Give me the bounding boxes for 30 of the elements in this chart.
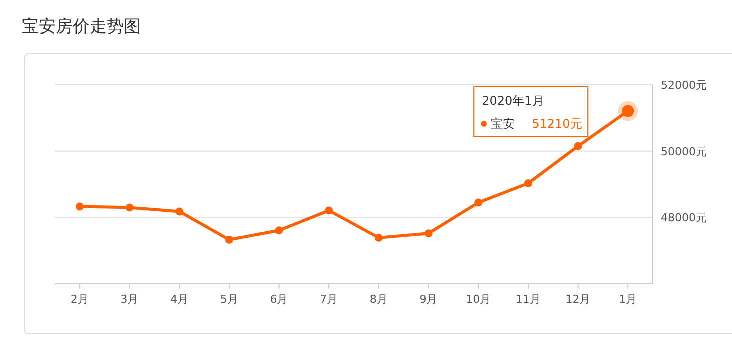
x-tick-label: 7月: [320, 293, 338, 306]
y-tick-label: 52000元: [661, 79, 707, 92]
legend-label: 宝安: [491, 117, 516, 131]
chart-title: 宝安房价走势图: [22, 17, 141, 37]
point: [275, 226, 284, 235]
point: [374, 234, 383, 242]
x-tick-label: 9月: [420, 293, 438, 306]
annotation: 51210元: [532, 117, 582, 131]
x-tick-label: 2月: [70, 293, 89, 306]
x-tick-label: 11月: [516, 293, 541, 306]
point: [225, 236, 234, 244]
y-tick-label: 50000元: [661, 145, 707, 158]
y-tick-label: 48000元: [661, 212, 707, 225]
point: [126, 204, 134, 212]
point: [76, 202, 84, 211]
x-tick-label: 5月: [220, 293, 238, 306]
point: [524, 180, 532, 188]
point: [574, 142, 582, 150]
point: [325, 206, 334, 215]
annotation: 2020年1月: [482, 94, 544, 108]
x-tick-label: 1月: [619, 293, 638, 306]
x-tick-label: 12月: [566, 293, 591, 306]
x-tick-label: 4月: [170, 293, 189, 306]
x-tick-label: 10月: [466, 293, 492, 306]
point: [424, 230, 433, 238]
x-tick-label: 6月: [270, 293, 288, 306]
point: [176, 208, 184, 216]
point: [474, 198, 483, 207]
x-tick-label: 3月: [120, 293, 139, 306]
x-tick-label: 8月: [370, 293, 388, 306]
